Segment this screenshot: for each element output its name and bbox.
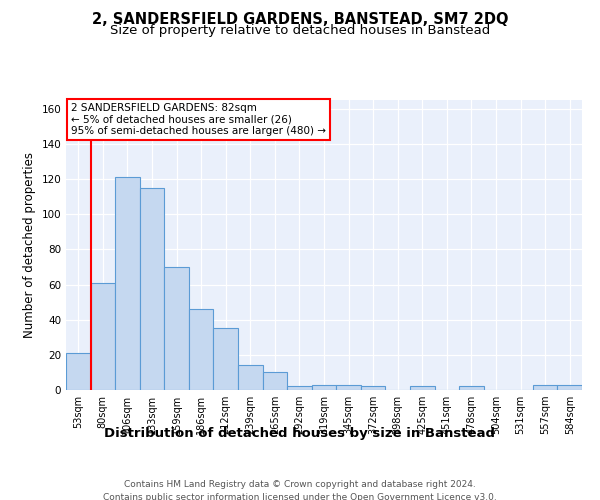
- Bar: [459, 386, 484, 390]
- Bar: [140, 188, 164, 390]
- Text: 2, SANDERSFIELD GARDENS, BANSTEAD, SM7 2DQ: 2, SANDERSFIELD GARDENS, BANSTEAD, SM7 2…: [92, 12, 508, 28]
- Bar: [164, 267, 189, 390]
- Bar: [287, 386, 312, 390]
- Bar: [238, 366, 263, 390]
- Bar: [361, 386, 385, 390]
- Bar: [410, 386, 434, 390]
- Bar: [312, 384, 336, 390]
- Bar: [263, 372, 287, 390]
- Text: Contains HM Land Registry data © Crown copyright and database right 2024.
Contai: Contains HM Land Registry data © Crown c…: [103, 480, 497, 500]
- Bar: [214, 328, 238, 390]
- Text: Size of property relative to detached houses in Banstead: Size of property relative to detached ho…: [110, 24, 490, 37]
- Bar: [91, 283, 115, 390]
- Bar: [66, 353, 91, 390]
- Bar: [189, 309, 214, 390]
- Bar: [533, 384, 557, 390]
- Y-axis label: Number of detached properties: Number of detached properties: [23, 152, 36, 338]
- Text: Distribution of detached houses by size in Banstead: Distribution of detached houses by size …: [104, 428, 496, 440]
- Bar: [336, 384, 361, 390]
- Bar: [115, 178, 140, 390]
- Text: 2 SANDERSFIELD GARDENS: 82sqm
← 5% of detached houses are smaller (26)
95% of se: 2 SANDERSFIELD GARDENS: 82sqm ← 5% of de…: [71, 103, 326, 136]
- Bar: [557, 384, 582, 390]
